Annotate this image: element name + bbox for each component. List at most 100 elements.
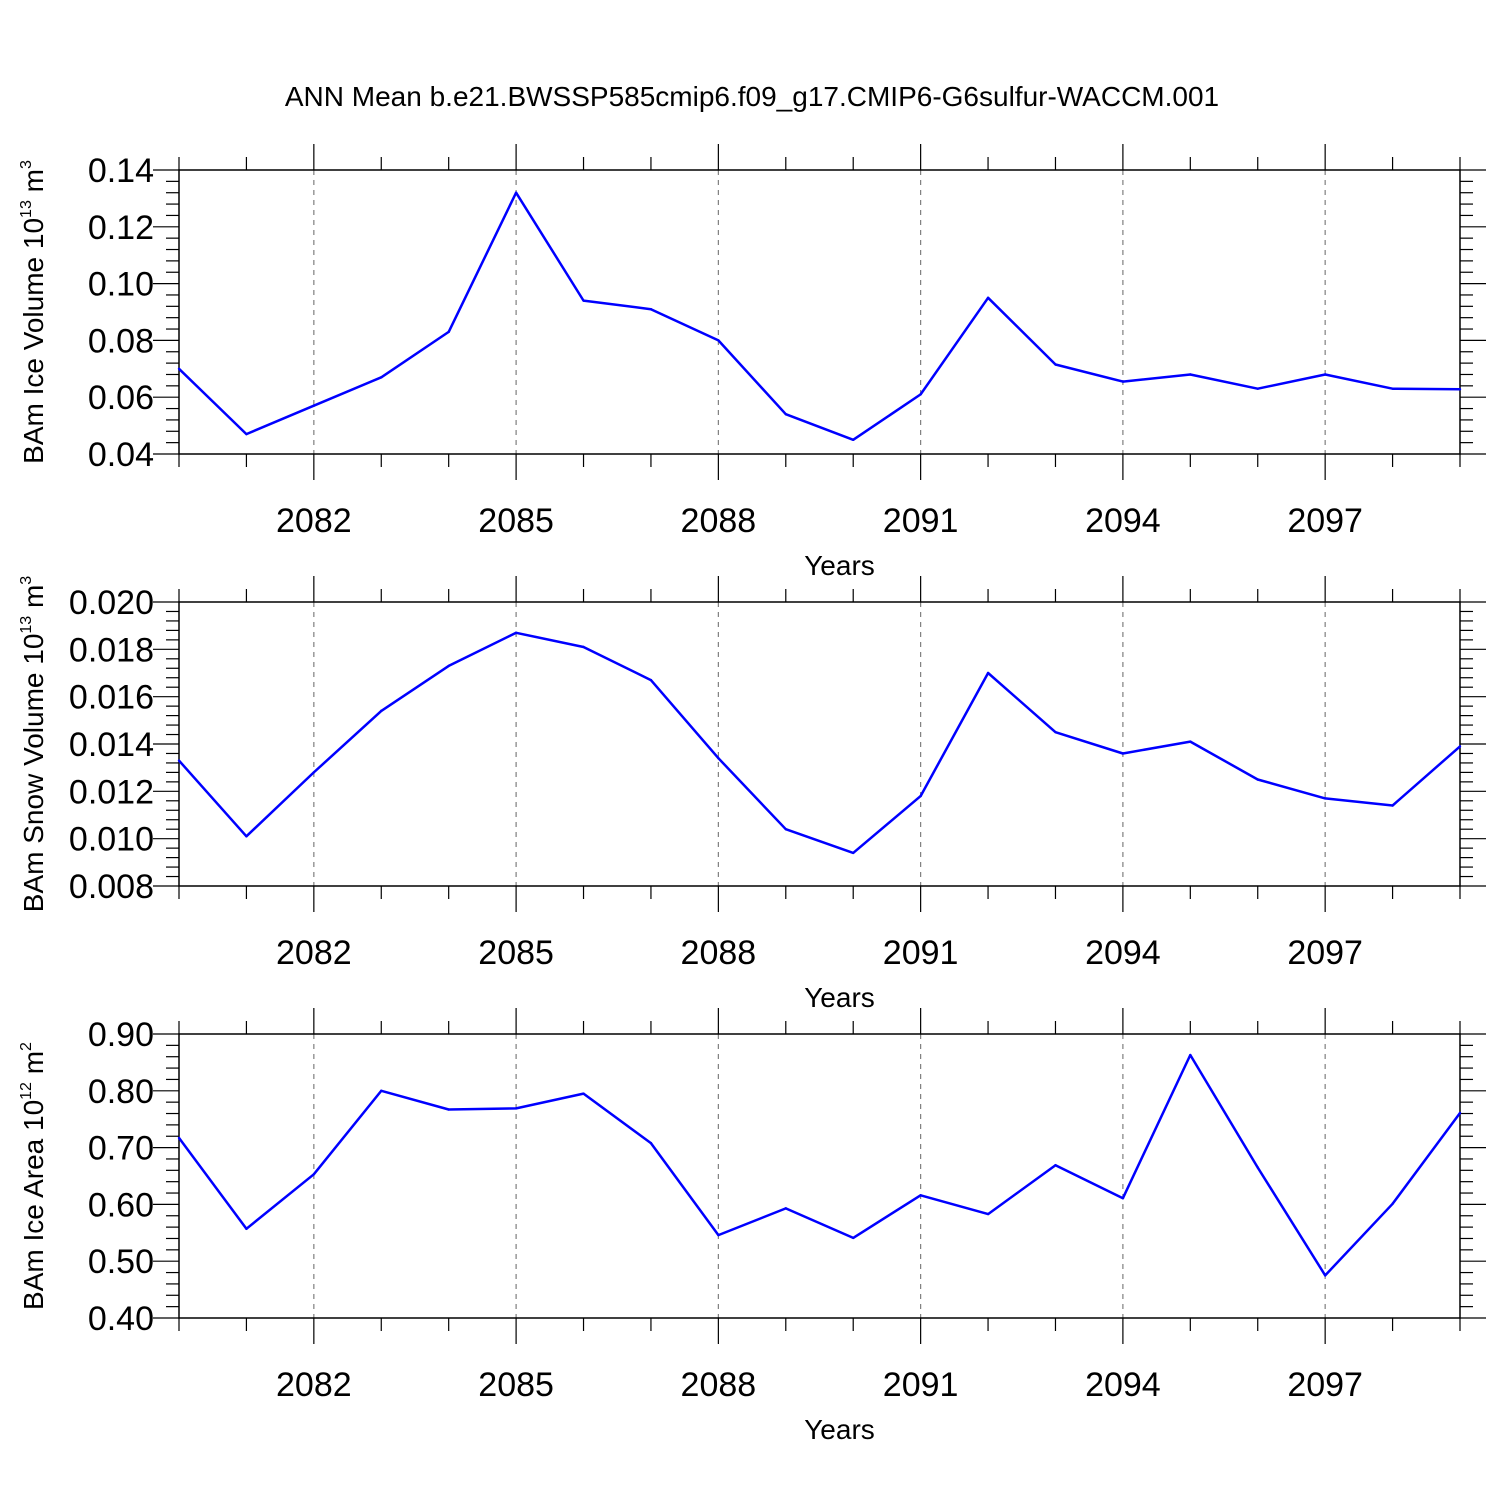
x-tick-label: 2091 <box>883 1366 959 1404</box>
data-point <box>582 645 585 649</box>
data-point <box>717 757 720 760</box>
y-axis-title: BAm Snow Volume 1013 m3 <box>18 576 49 913</box>
y-tick-label: 0.012 <box>69 773 154 811</box>
data-point <box>852 851 855 855</box>
y-axis-title-superscript: 3 <box>18 576 35 585</box>
x-tick-label: 2082 <box>276 934 352 972</box>
x-tick-label: 2088 <box>681 934 757 972</box>
data-point <box>852 1236 855 1240</box>
data-point <box>1189 1053 1192 1057</box>
data-point <box>1256 387 1259 390</box>
x-axis-title: Years <box>804 550 875 581</box>
data-point <box>649 1141 653 1145</box>
y-axis-title-text: BAm Snow Volume 10 <box>18 634 49 913</box>
x-tick-label: 2097 <box>1287 934 1363 972</box>
y-axis-title-text: BAm Ice Area 10 <box>18 1100 49 1310</box>
data-point <box>1054 730 1057 734</box>
y-axis-title-text: m <box>18 169 49 200</box>
panel-2: 2082 2085 2088 2091 2094 2097 0.008 0.010 0.012 0… <box>18 576 1486 1013</box>
data-point <box>177 367 181 370</box>
plot-frame <box>178 169 1461 455</box>
x-tick-label: 2091 <box>883 502 959 540</box>
y-tick-label: 0.020 <box>69 584 154 622</box>
data-point <box>919 1194 922 1197</box>
data-point <box>784 1207 787 1210</box>
data-point <box>986 296 990 299</box>
data-point <box>380 1089 383 1093</box>
data-point <box>245 835 248 838</box>
data-point <box>1323 1274 1327 1277</box>
data-point <box>1391 804 1394 807</box>
x-tick-label: 2094 <box>1085 502 1161 540</box>
data-point <box>1054 363 1057 366</box>
data-point <box>1458 1111 1462 1115</box>
data-point <box>514 1107 518 1110</box>
data-point <box>312 404 316 407</box>
y-tick-label: 0.010 <box>69 821 154 859</box>
data-point <box>919 393 922 396</box>
y-tick-label: 0.80 <box>88 1073 154 1111</box>
y-axis-title: BAm Ice Volume 1013 m3 <box>18 160 49 464</box>
x-tick-label: 2082 <box>276 502 352 540</box>
data-point <box>177 759 181 762</box>
x-tick-label: 2094 <box>1085 1366 1161 1404</box>
data-point <box>1458 388 1462 391</box>
y-tick-label: 0.10 <box>88 266 154 304</box>
data-point <box>986 1212 990 1216</box>
data-point <box>784 828 787 831</box>
data-point <box>1054 1164 1057 1167</box>
y-tick-label: 0.40 <box>88 1300 154 1338</box>
y-axis-title-superscript: 2 <box>18 1042 35 1051</box>
data-point <box>1121 1196 1125 1200</box>
data-point <box>1121 752 1125 755</box>
x-axis-title: Years <box>804 1414 875 1445</box>
data-point <box>245 1227 248 1231</box>
data-point <box>1256 1166 1259 1169</box>
x-axis-title: Years <box>804 982 875 1013</box>
data-point <box>717 1233 720 1237</box>
data-point <box>582 1092 585 1095</box>
x-tick-label: 2085 <box>478 934 554 972</box>
data-point <box>1391 387 1394 390</box>
x-tick-label: 2097 <box>1287 1366 1363 1404</box>
chart-title: ANN Mean b.e21.BWSSP585cmip6.f09_g17.CMI… <box>285 81 1219 112</box>
data-point <box>1189 373 1192 376</box>
y-tick-label: 0.50 <box>88 1243 154 1281</box>
panel-1: 2082 2085 2088 2091 2094 2097 0.04 0.06 0.08 0.10… <box>18 144 1486 581</box>
y-axis-title-superscript: 13 <box>18 616 35 634</box>
data-point <box>1391 1202 1394 1206</box>
x-tick-label: 2085 <box>478 1366 554 1404</box>
data-point <box>380 376 383 379</box>
y-axis-title-superscript: 12 <box>18 1082 35 1100</box>
data-point <box>649 307 653 311</box>
y-axis-title-superscript: 3 <box>18 160 35 169</box>
data-point <box>649 678 653 682</box>
y-tick-label: 0.016 <box>69 679 154 717</box>
x-tick-label: 2091 <box>883 934 959 972</box>
y-tick-label: 0.008 <box>69 868 154 906</box>
data-point <box>380 709 383 713</box>
series-line <box>178 191 1461 442</box>
series-line <box>178 631 1461 855</box>
data-point <box>447 330 450 334</box>
data-point <box>1323 797 1327 800</box>
panel-3: 2082 2085 2088 2091 2094 2097 0.40 0.50 0.60 0.70… <box>18 1008 1486 1445</box>
x-tick-label: 2088 <box>681 1366 757 1404</box>
y-axis-title-superscript: 13 <box>18 200 35 218</box>
data-point <box>1256 778 1259 781</box>
x-tick-label: 2082 <box>276 1366 352 1404</box>
data-point <box>919 794 922 798</box>
data-point <box>447 664 450 668</box>
data-point <box>514 631 518 634</box>
y-axis-title: BAm Ice Area 1012 m2 <box>18 1042 49 1310</box>
y-tick-label: 0.018 <box>69 631 154 669</box>
y-tick-label: 0.04 <box>88 436 154 474</box>
x-tick-label: 2085 <box>478 502 554 540</box>
data-point <box>245 432 248 436</box>
y-tick-label: 0.60 <box>88 1186 154 1224</box>
y-tick-label: 0.06 <box>88 379 154 417</box>
y-axis-title-text: BAm Ice Volume 10 <box>18 218 49 464</box>
data-point <box>312 771 316 774</box>
x-tick-label: 2097 <box>1287 502 1363 540</box>
